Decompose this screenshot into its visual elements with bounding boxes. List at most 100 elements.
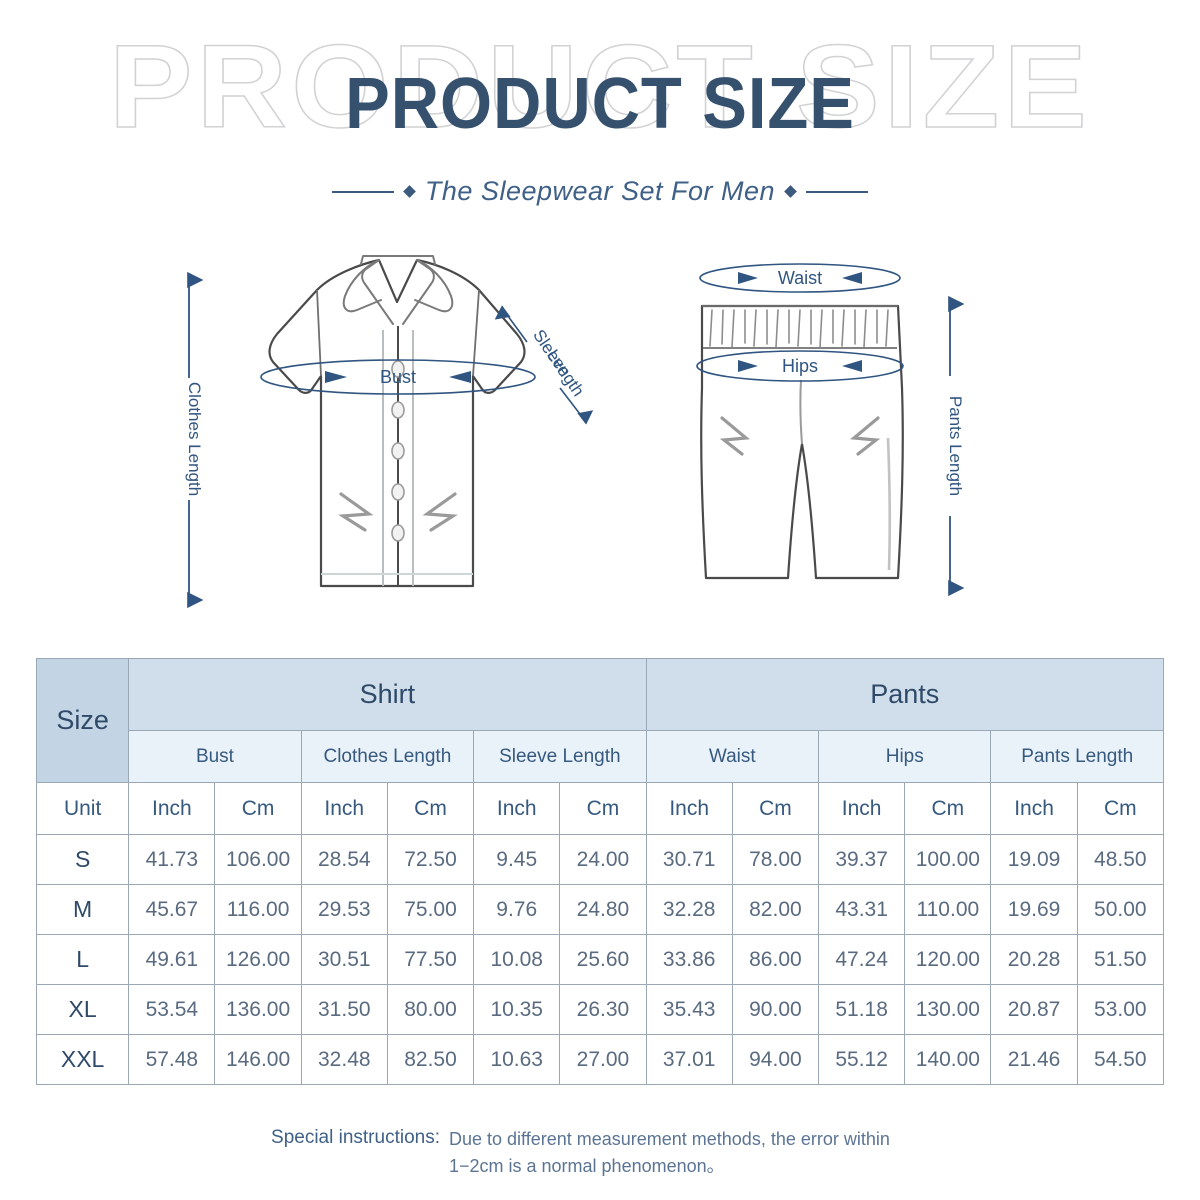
value-cell: 9.45 (473, 834, 561, 885)
value-cell: 54.50 (1076, 1034, 1165, 1085)
value-cell: 10.08 (473, 934, 561, 985)
table-unit-row: Unit Inch Cm Inch Cm Inch Cm Inch Cm Inc… (35, 782, 1165, 835)
table-row: XXL 57.48 146.00 32.48 82.50 10.63 27.00… (35, 1034, 1165, 1085)
page-subtitle: The Sleepwear Set For Men (424, 176, 776, 206)
hips-label: Hips (782, 356, 818, 376)
header-measure-sleeve-length: Sleeve Length (473, 730, 647, 783)
value-cell: 53.00 (1076, 984, 1165, 1035)
value-cell: 20.87 (990, 984, 1078, 1035)
value-cell: 19.69 (990, 884, 1078, 935)
special-instructions-text: Due to different measurement methods, th… (448, 1129, 890, 1176)
row-size-label: XXL (35, 1034, 130, 1085)
diamond-right-icon (784, 185, 797, 198)
table-header-measure-row: Bust Clothes Length Sleeve Length Waist … (37, 730, 1164, 783)
table-row: XL 53.54 136.00 31.50 80.00 10.35 26.30 … (35, 984, 1165, 1035)
value-cell: 9.76 (473, 884, 561, 935)
value-cell: 20.28 (990, 934, 1078, 985)
pants-length-dimension: Pants Length (946, 295, 965, 597)
waist-dimension: Waist (699, 263, 901, 293)
value-cell: 78.00 (731, 834, 820, 885)
value-cell: 51.50 (1076, 934, 1165, 985)
unit-cell: Inch (990, 782, 1078, 835)
value-cell: 110.00 (904, 884, 992, 935)
watermark-title: PRODUCT SIZE (108, 21, 1092, 153)
pants-length-label: Pants Length (946, 396, 965, 496)
value-cell: 30.71 (645, 834, 733, 885)
special-instructions-label: Special instructions: (271, 1127, 440, 1148)
value-cell: 90.00 (731, 984, 820, 1035)
row-size-label: L (35, 934, 130, 985)
value-cell: 130.00 (904, 984, 992, 1035)
rule-left (331, 190, 394, 193)
value-cell: 31.50 (300, 984, 388, 1035)
value-cell: 75.00 (386, 884, 475, 935)
value-cell: 45.67 (128, 884, 216, 935)
value-cell: 24.80 (559, 884, 647, 935)
value-cell: 41.73 (128, 834, 216, 885)
value-cell: 39.37 (818, 834, 906, 885)
value-cell: 30.51 (300, 934, 388, 985)
header-group-pants: Pants (645, 658, 1165, 731)
size-table-container: Size Shirt Pants Bust Clothes Length Sle… (35, 658, 1165, 1085)
row-size-label: XL (35, 984, 130, 1035)
header-unit: Unit (35, 782, 130, 835)
header-group-shirt: Shirt (128, 658, 647, 731)
unit-cell: Inch (645, 782, 733, 835)
header-measure-pants-length: Pants Length (990, 730, 1164, 783)
value-cell: 94.00 (731, 1034, 820, 1085)
value-cell: 53.54 (128, 984, 216, 1035)
hips-dimension: Hips (696, 350, 904, 382)
value-cell: 86.00 (731, 934, 820, 985)
unit-cell: Cm (559, 782, 647, 835)
value-cell: 140.00 (904, 1034, 992, 1085)
subtitle-row: The Sleepwear Set For Men (0, 176, 1200, 207)
value-cell: 10.63 (473, 1034, 561, 1085)
unit-cell: Cm (214, 782, 302, 835)
value-cell: 24.00 (559, 834, 647, 885)
value-cell: 35.43 (645, 984, 733, 1035)
clothes-length-label: Clothes Length (185, 382, 204, 496)
header-measure-clothes-length: Clothes Length (300, 730, 475, 783)
value-cell: 32.48 (300, 1034, 388, 1085)
unit-cell: Cm (386, 782, 475, 835)
value-cell: 55.12 (818, 1034, 906, 1085)
value-cell: 25.60 (559, 934, 647, 985)
row-size-label: S (35, 834, 130, 885)
garment-diagrams: Clothes Length Bust Sleeve Length (0, 238, 1200, 638)
value-cell: 37.01 (645, 1034, 733, 1085)
diamond-left-icon (403, 185, 416, 198)
bust-label: Bust (380, 367, 416, 387)
value-cell: 29.53 (300, 884, 388, 935)
value-cell: 33.86 (645, 934, 733, 985)
value-cell: 27.00 (559, 1034, 647, 1085)
value-cell: 48.50 (1076, 834, 1165, 885)
page-header: PRODUCT SIZE PRODUCT SIZE The Sleepwear … (0, 0, 1200, 230)
value-cell: 136.00 (214, 984, 302, 1035)
unit-cell: Cm (1076, 782, 1165, 835)
clothes-length-dimension: Clothes Length (185, 271, 204, 609)
unit-cell: Inch (300, 782, 388, 835)
header-measure-hips: Hips (818, 730, 992, 783)
waist-label: Waist (778, 268, 822, 288)
header-measure-bust: Bust (128, 730, 302, 783)
table-header-group-row: Size Shirt Pants (35, 658, 1165, 783)
shirt-diagram: Clothes Length Bust Sleeve Length (185, 255, 594, 609)
special-instructions: Special instructions: Due to different m… (0, 1126, 1200, 1180)
value-cell: 32.28 (645, 884, 733, 935)
size-table: Size Shirt Pants Bust Clothes Length Sle… (35, 658, 1165, 1085)
header-measure-waist: Waist (645, 730, 820, 783)
pants-diagram: Waist Hips Pants Length (696, 263, 965, 597)
row-size-label: M (35, 884, 130, 935)
table-row: L 49.61 126.00 30.51 77.50 10.08 25.60 3… (35, 934, 1165, 985)
value-cell: 43.31 (818, 884, 906, 935)
value-cell: 28.54 (300, 834, 388, 885)
value-cell: 77.50 (386, 934, 475, 985)
value-cell: 80.00 (386, 984, 475, 1035)
value-cell: 120.00 (904, 934, 992, 985)
header-size: Size (35, 658, 130, 783)
unit-cell: Inch (128, 782, 216, 835)
value-cell: 116.00 (214, 884, 302, 935)
value-cell: 82.00 (731, 884, 820, 935)
unit-cell: Cm (904, 782, 992, 835)
